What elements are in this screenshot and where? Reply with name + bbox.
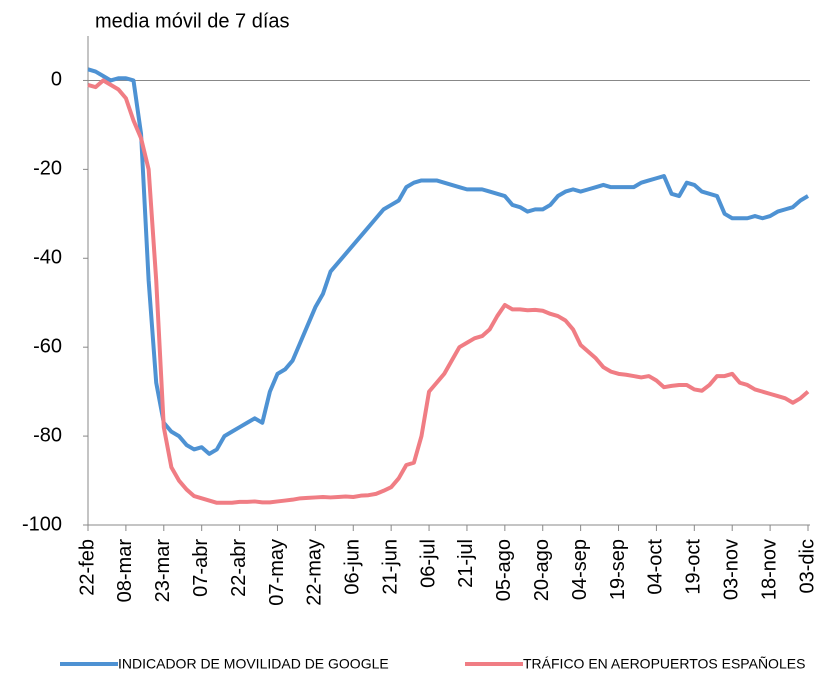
x-tick-label: 07-abr bbox=[190, 539, 212, 597]
data-line bbox=[87, 78, 810, 505]
x-tick-label: 06-jul bbox=[417, 539, 439, 588]
y-tick-label: -60 bbox=[33, 335, 62, 357]
x-tick-label: 19-oct bbox=[683, 539, 705, 595]
x-tick-label: 19-sep bbox=[607, 539, 629, 600]
x-tick-label: 06-jun bbox=[342, 539, 364, 595]
y-tick-label: 0 bbox=[51, 69, 62, 91]
x-tick-label: 21-jun bbox=[379, 539, 401, 595]
legend-label: TRÁFICO EN AEROPUERTOS ESPAÑOLES bbox=[523, 656, 805, 672]
y-tick-label: -100 bbox=[22, 513, 62, 535]
x-tick-label: 08-mar bbox=[114, 539, 136, 603]
x-tick-label: 05-ago bbox=[493, 539, 515, 601]
x-tick-label: 21-jul bbox=[455, 539, 477, 588]
x-tick-label: 22-abr bbox=[228, 539, 250, 597]
y-tick-label: -20 bbox=[33, 158, 62, 180]
x-tick-label: 22-feb bbox=[76, 539, 98, 596]
x-tick-label: 03-dic bbox=[796, 539, 818, 593]
x-tick-label: 22-may bbox=[304, 539, 326, 606]
x-tick-label: 23-mar bbox=[152, 539, 174, 603]
x-tick-label: 04-oct bbox=[645, 539, 667, 595]
x-tick-label: 04-sep bbox=[569, 539, 591, 600]
legend-label: INDICADOR DE MOVILIDAD DE GOOGLE bbox=[118, 656, 389, 672]
data-line bbox=[87, 67, 810, 456]
x-tick-label: 07-may bbox=[266, 539, 288, 606]
y-tick-label: -40 bbox=[33, 247, 62, 269]
x-tick-label: 03-nov bbox=[720, 539, 742, 600]
x-tick-label: 20-ago bbox=[531, 539, 553, 601]
chart-subtitle: media móvil de 7 días bbox=[95, 10, 290, 32]
y-tick-label: -80 bbox=[33, 424, 62, 446]
x-tick-label: 18-nov bbox=[758, 539, 780, 600]
